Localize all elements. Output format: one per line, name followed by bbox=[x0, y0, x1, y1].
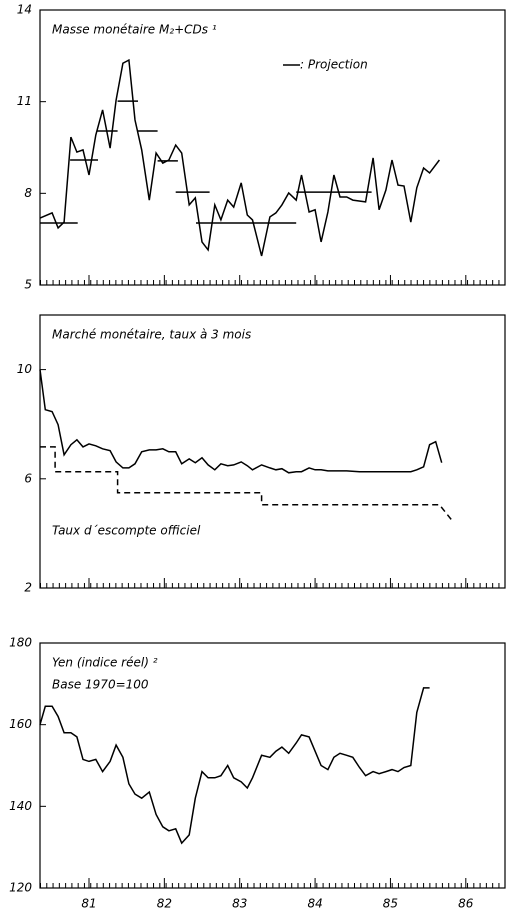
x-tick-label: 83 bbox=[232, 897, 247, 911]
chart-subtitle: Base 1970=100 bbox=[52, 678, 149, 692]
series-line bbox=[39, 687, 430, 845]
x-tick-label: 81 bbox=[81, 897, 96, 911]
x-tick-label: 82 bbox=[157, 897, 172, 911]
chart-title: Yen (indice réel) ² bbox=[52, 656, 158, 670]
y-tick-label: 120 bbox=[9, 881, 32, 895]
chart-title: Marché monétaire, taux à 3 mois bbox=[52, 328, 251, 342]
series-line bbox=[40, 100, 372, 224]
y-tick-label: 10 bbox=[17, 362, 33, 376]
y-tick-label: 180 bbox=[9, 636, 32, 650]
series-line bbox=[39, 58, 440, 257]
y-tick-label: 8 bbox=[24, 186, 32, 200]
chart-title: Masse monétaire M₂+CDs ¹ bbox=[52, 23, 217, 37]
y-tick-label: 2 bbox=[24, 581, 32, 595]
series-label: Taux d´escompte officiel bbox=[52, 524, 201, 538]
legend-label: : Projection bbox=[300, 58, 368, 72]
y-tick-label: 160 bbox=[9, 717, 32, 731]
y-tick-label: 11 bbox=[17, 94, 32, 108]
y-tick-label: 14 bbox=[17, 3, 32, 17]
x-tick-label: 86 bbox=[458, 897, 474, 911]
y-tick-label: 6 bbox=[24, 471, 32, 485]
x-tick-label: 85 bbox=[383, 897, 398, 911]
series-line bbox=[39, 369, 443, 474]
series-line bbox=[40, 446, 453, 521]
x-tick-label: 84 bbox=[307, 897, 322, 911]
y-tick-label: 140 bbox=[9, 799, 32, 813]
y-tick-label: 5 bbox=[24, 278, 32, 292]
